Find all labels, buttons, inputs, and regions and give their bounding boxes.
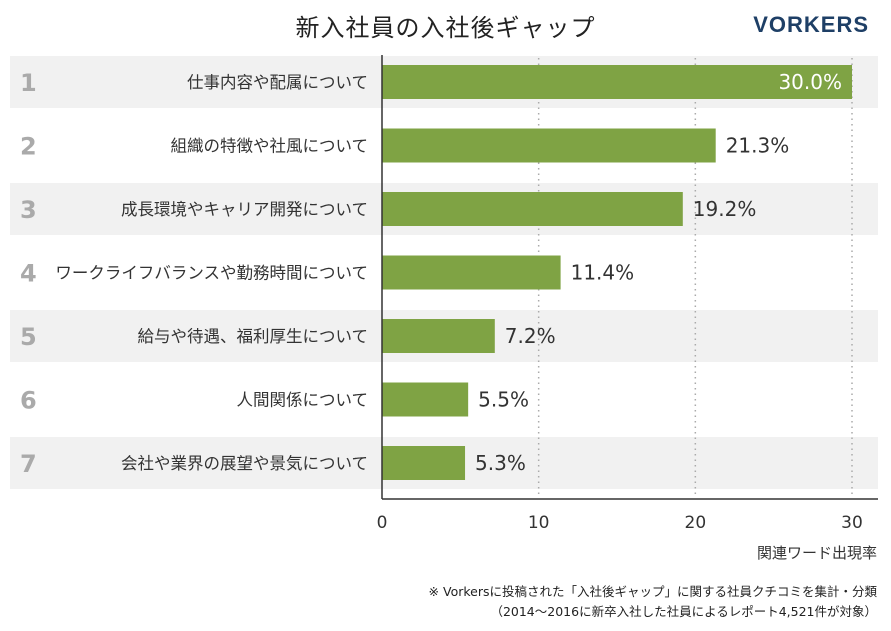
chart-title: 新入社員の入社後ギャップ [295,14,596,42]
category-label: 組織の特徴や社風について [170,137,368,156]
category-label: 会社や業界の展望や景気について [121,454,368,473]
x-axis-title: 関連ワード出現率 [756,544,877,562]
rank-number: 4 [20,260,37,288]
rank-number: 5 [20,323,37,351]
value-label: 5.5% [478,388,529,412]
bar [382,319,495,353]
x-tick-label: 10 [528,513,550,533]
rank-number: 2 [20,133,37,161]
category-label: 仕事内容や配属について [187,73,368,92]
rank-number: 1 [20,69,37,97]
bar [382,382,469,417]
bar [382,128,716,163]
bar [382,255,561,290]
value-label: 19.2% [693,197,757,221]
footnote-line-2: （2014～2016に新卒入社した社員によるレポート4,521件が対象） [490,604,877,619]
bar [382,192,683,226]
category-label: 成長環境やキャリア開発について [121,200,368,219]
x-tick-label: 0 [377,513,388,533]
rank-number: 3 [20,196,37,224]
footnote-line-1: ※ Vorkersに投稿された「入社後ギャップ」に関する社員クチコミを集計・分類 [428,584,877,599]
rank-number: 7 [20,450,37,478]
bar [382,446,466,480]
value-label: 30.0% [778,70,842,94]
value-label: 11.4% [571,261,635,285]
category-label: ワークライフバランスや勤務時間について [55,264,368,283]
category-label: 人間関係について [236,391,368,410]
rank-number: 6 [20,387,37,415]
bar [382,65,852,99]
value-label: 21.3% [726,134,790,158]
footnote: ※ Vorkersに投稿された「入社後ギャップ」に関する社員クチコミを集計・分類… [429,582,877,622]
category-label: 給与や待遇、福利厚生について [137,327,368,346]
brand-logo: VORKERS [753,12,869,37]
x-tick-label: 30 [841,513,863,533]
bar-chart: 1 仕事内容や配属について 30.0% 2 組織の特徴や社風について 21.3% 3 成長環境… [10,55,878,533]
value-label: 5.3% [475,451,526,475]
value-label: 7.2% [505,324,556,348]
x-tick-label: 20 [685,513,707,533]
